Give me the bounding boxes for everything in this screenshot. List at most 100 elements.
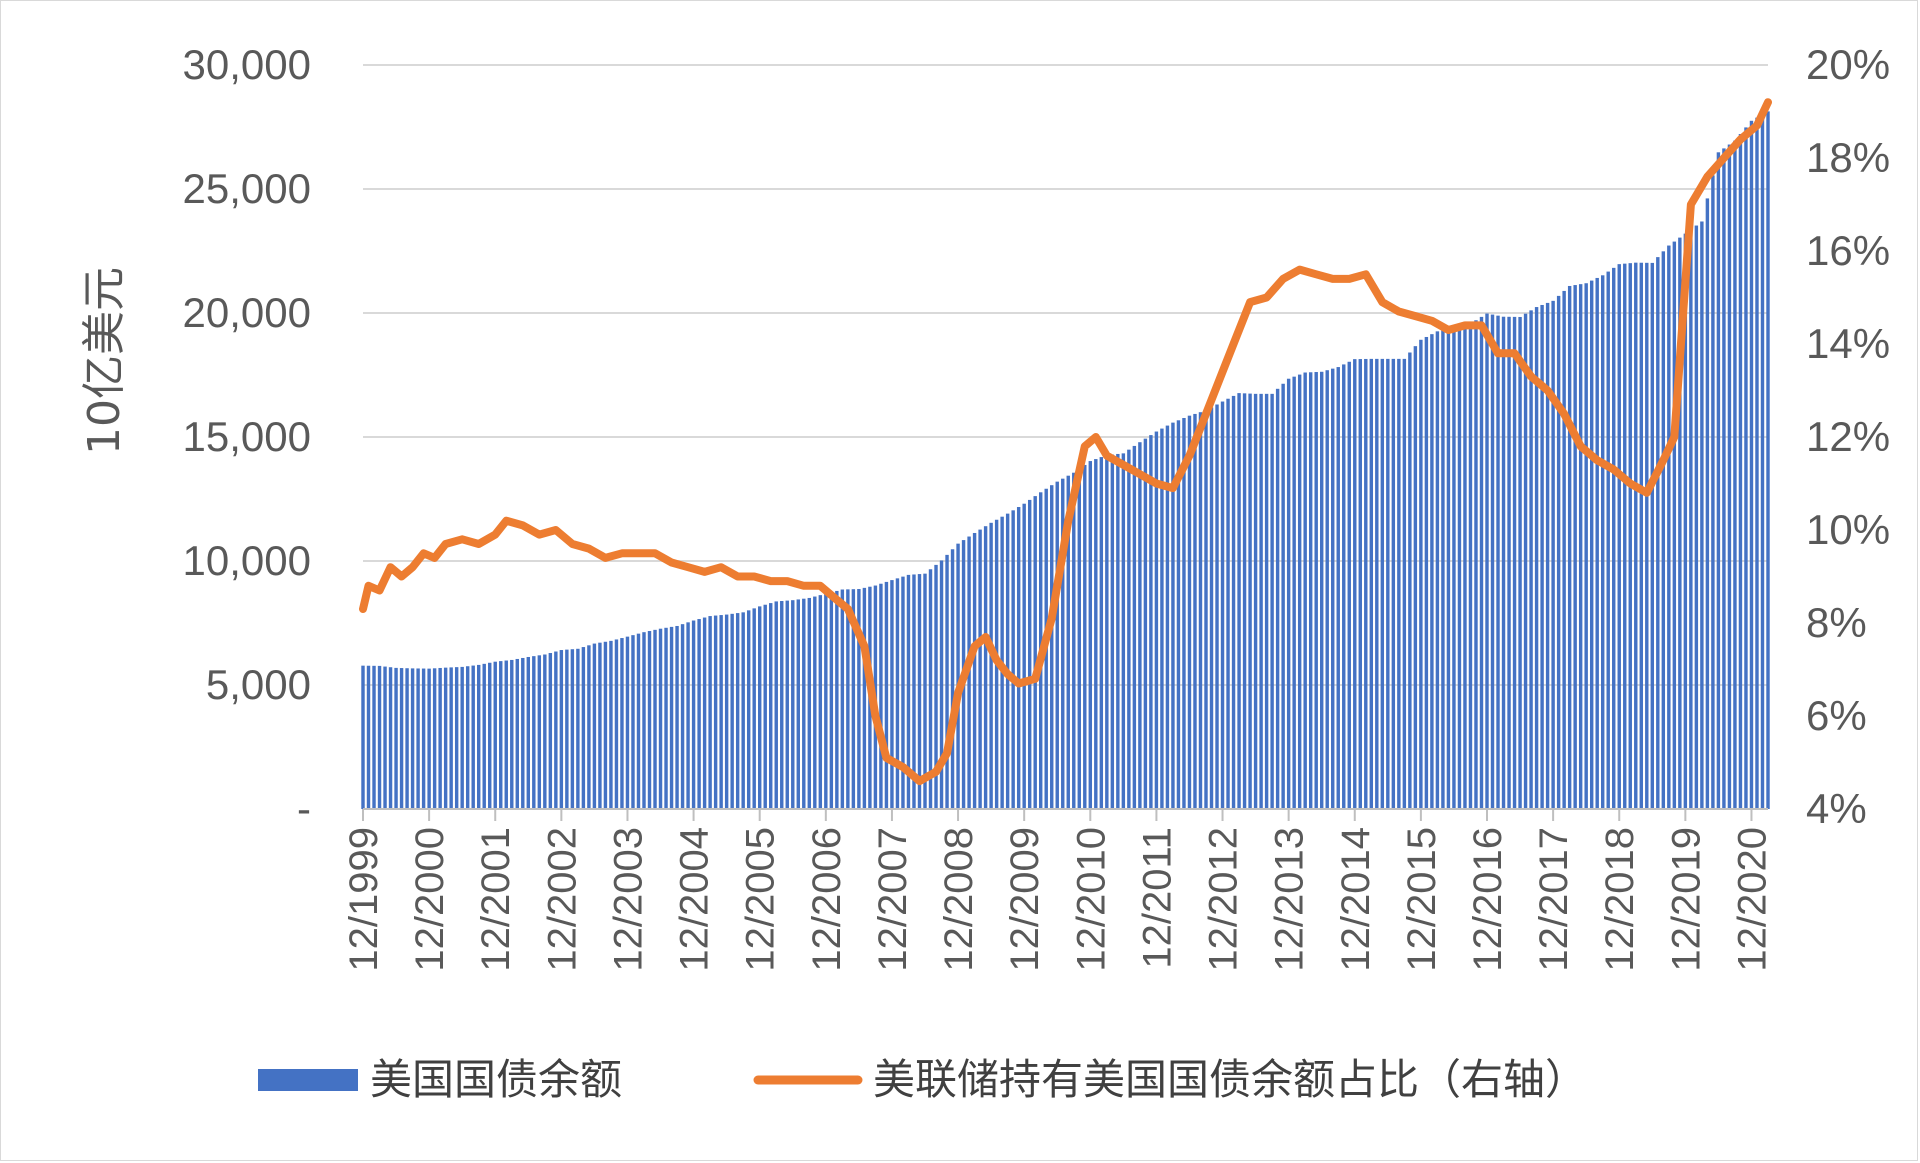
bar: [1617, 264, 1621, 809]
bar: [410, 668, 415, 809]
bar: [1226, 398, 1230, 809]
bar: [824, 593, 828, 809]
bar: [1578, 284, 1583, 809]
bar: [1099, 457, 1104, 809]
bar: [1760, 114, 1765, 809]
bar: [1518, 316, 1522, 809]
bar: [928, 569, 933, 809]
bar: [1281, 383, 1285, 809]
bar: [427, 668, 431, 809]
bar: [1683, 233, 1688, 809]
bar: [1154, 431, 1159, 809]
bar: [1645, 262, 1649, 809]
bar: [1738, 134, 1743, 809]
bar: [587, 645, 591, 809]
bar: [1716, 152, 1721, 810]
bar: [658, 628, 663, 809]
gridlines: [363, 64, 1768, 686]
bar: [1435, 331, 1440, 809]
bar: [548, 653, 553, 809]
bar: [526, 656, 531, 809]
y2-tick-label: 18%: [1806, 134, 1890, 181]
bar: [1562, 290, 1566, 809]
bar: [510, 659, 514, 809]
legend-label-line: 美联储持有美国国债余额占比（右轴）: [873, 1055, 1587, 1104]
x-tick-label: 12/2014: [1334, 827, 1378, 972]
bar: [1391, 358, 1396, 809]
right-axis-ticks: 4% 6% 8% 10% 12% 14% 16% 18% 20%: [1806, 41, 1890, 832]
bar: [1634, 262, 1638, 809]
bar: [1689, 229, 1693, 810]
bar: [1077, 468, 1081, 809]
x-tick-label: 12/2011: [1135, 827, 1179, 969]
bar: [906, 574, 911, 809]
x-tick-label: 12/2006: [805, 827, 849, 972]
x-tick-label: 12/2010: [1069, 827, 1113, 972]
bar: [917, 574, 922, 809]
bar: [719, 615, 723, 809]
bar: [1523, 313, 1528, 809]
bar: [1358, 359, 1362, 809]
bar: [394, 667, 398, 809]
bar: [857, 589, 861, 809]
bar: [1138, 442, 1142, 809]
bar: [1650, 262, 1655, 809]
x-tick-label: 12/2005: [739, 827, 783, 972]
bar: [1220, 401, 1225, 809]
bar: [763, 604, 767, 809]
bar: [1353, 359, 1357, 809]
bar: [1320, 371, 1324, 809]
x-tick-label: 12/2002: [540, 827, 584, 972]
bar: [680, 624, 685, 809]
bar: [901, 576, 905, 809]
bar: [1325, 370, 1329, 809]
line-series-fed-share: [359, 98, 1772, 786]
bar: [647, 631, 652, 809]
bar: [543, 654, 547, 809]
bar: [361, 665, 365, 809]
bar: [1711, 175, 1715, 810]
x-tick-label: 12/2015: [1400, 827, 1444, 972]
bar: [950, 549, 955, 809]
bar: [1369, 358, 1374, 809]
bar: [1193, 413, 1197, 809]
bar: [1639, 262, 1643, 809]
bar: [1386, 358, 1390, 809]
bar: [1303, 372, 1307, 809]
bar: [1275, 388, 1280, 809]
bar: [1628, 263, 1632, 809]
bar: [1623, 263, 1627, 809]
bar: [570, 649, 575, 809]
bar: [1507, 316, 1511, 809]
y2-tick-label: 4%: [1806, 785, 1867, 832]
bar: [1512, 316, 1517, 809]
bar: [686, 622, 690, 809]
bar: [1678, 237, 1682, 810]
bar: [813, 596, 817, 809]
bar: [1033, 496, 1037, 809]
x-tick-label: 12/2016: [1466, 827, 1510, 972]
bar: [1722, 148, 1726, 809]
bar: [879, 583, 883, 809]
y-tick-label: 10,000: [183, 537, 311, 584]
bar: [1589, 280, 1594, 810]
bar: [884, 581, 889, 809]
bar: [504, 660, 508, 809]
x-tick-label: 12/2012: [1202, 827, 1246, 972]
bar: [1705, 198, 1710, 810]
bar: [421, 668, 426, 809]
bar: [769, 603, 773, 809]
bar: [1176, 420, 1181, 809]
bar: [895, 578, 900, 809]
bar: [537, 655, 542, 809]
bar: [1595, 277, 1599, 809]
bar: [774, 601, 778, 809]
bar: [730, 613, 734, 809]
y2-tick-label: 16%: [1806, 227, 1890, 274]
bar: [1463, 325, 1467, 809]
bar: [532, 656, 536, 809]
y2-tick-label: 6%: [1806, 692, 1867, 739]
bar: [1727, 144, 1732, 809]
bar: [1314, 372, 1318, 809]
